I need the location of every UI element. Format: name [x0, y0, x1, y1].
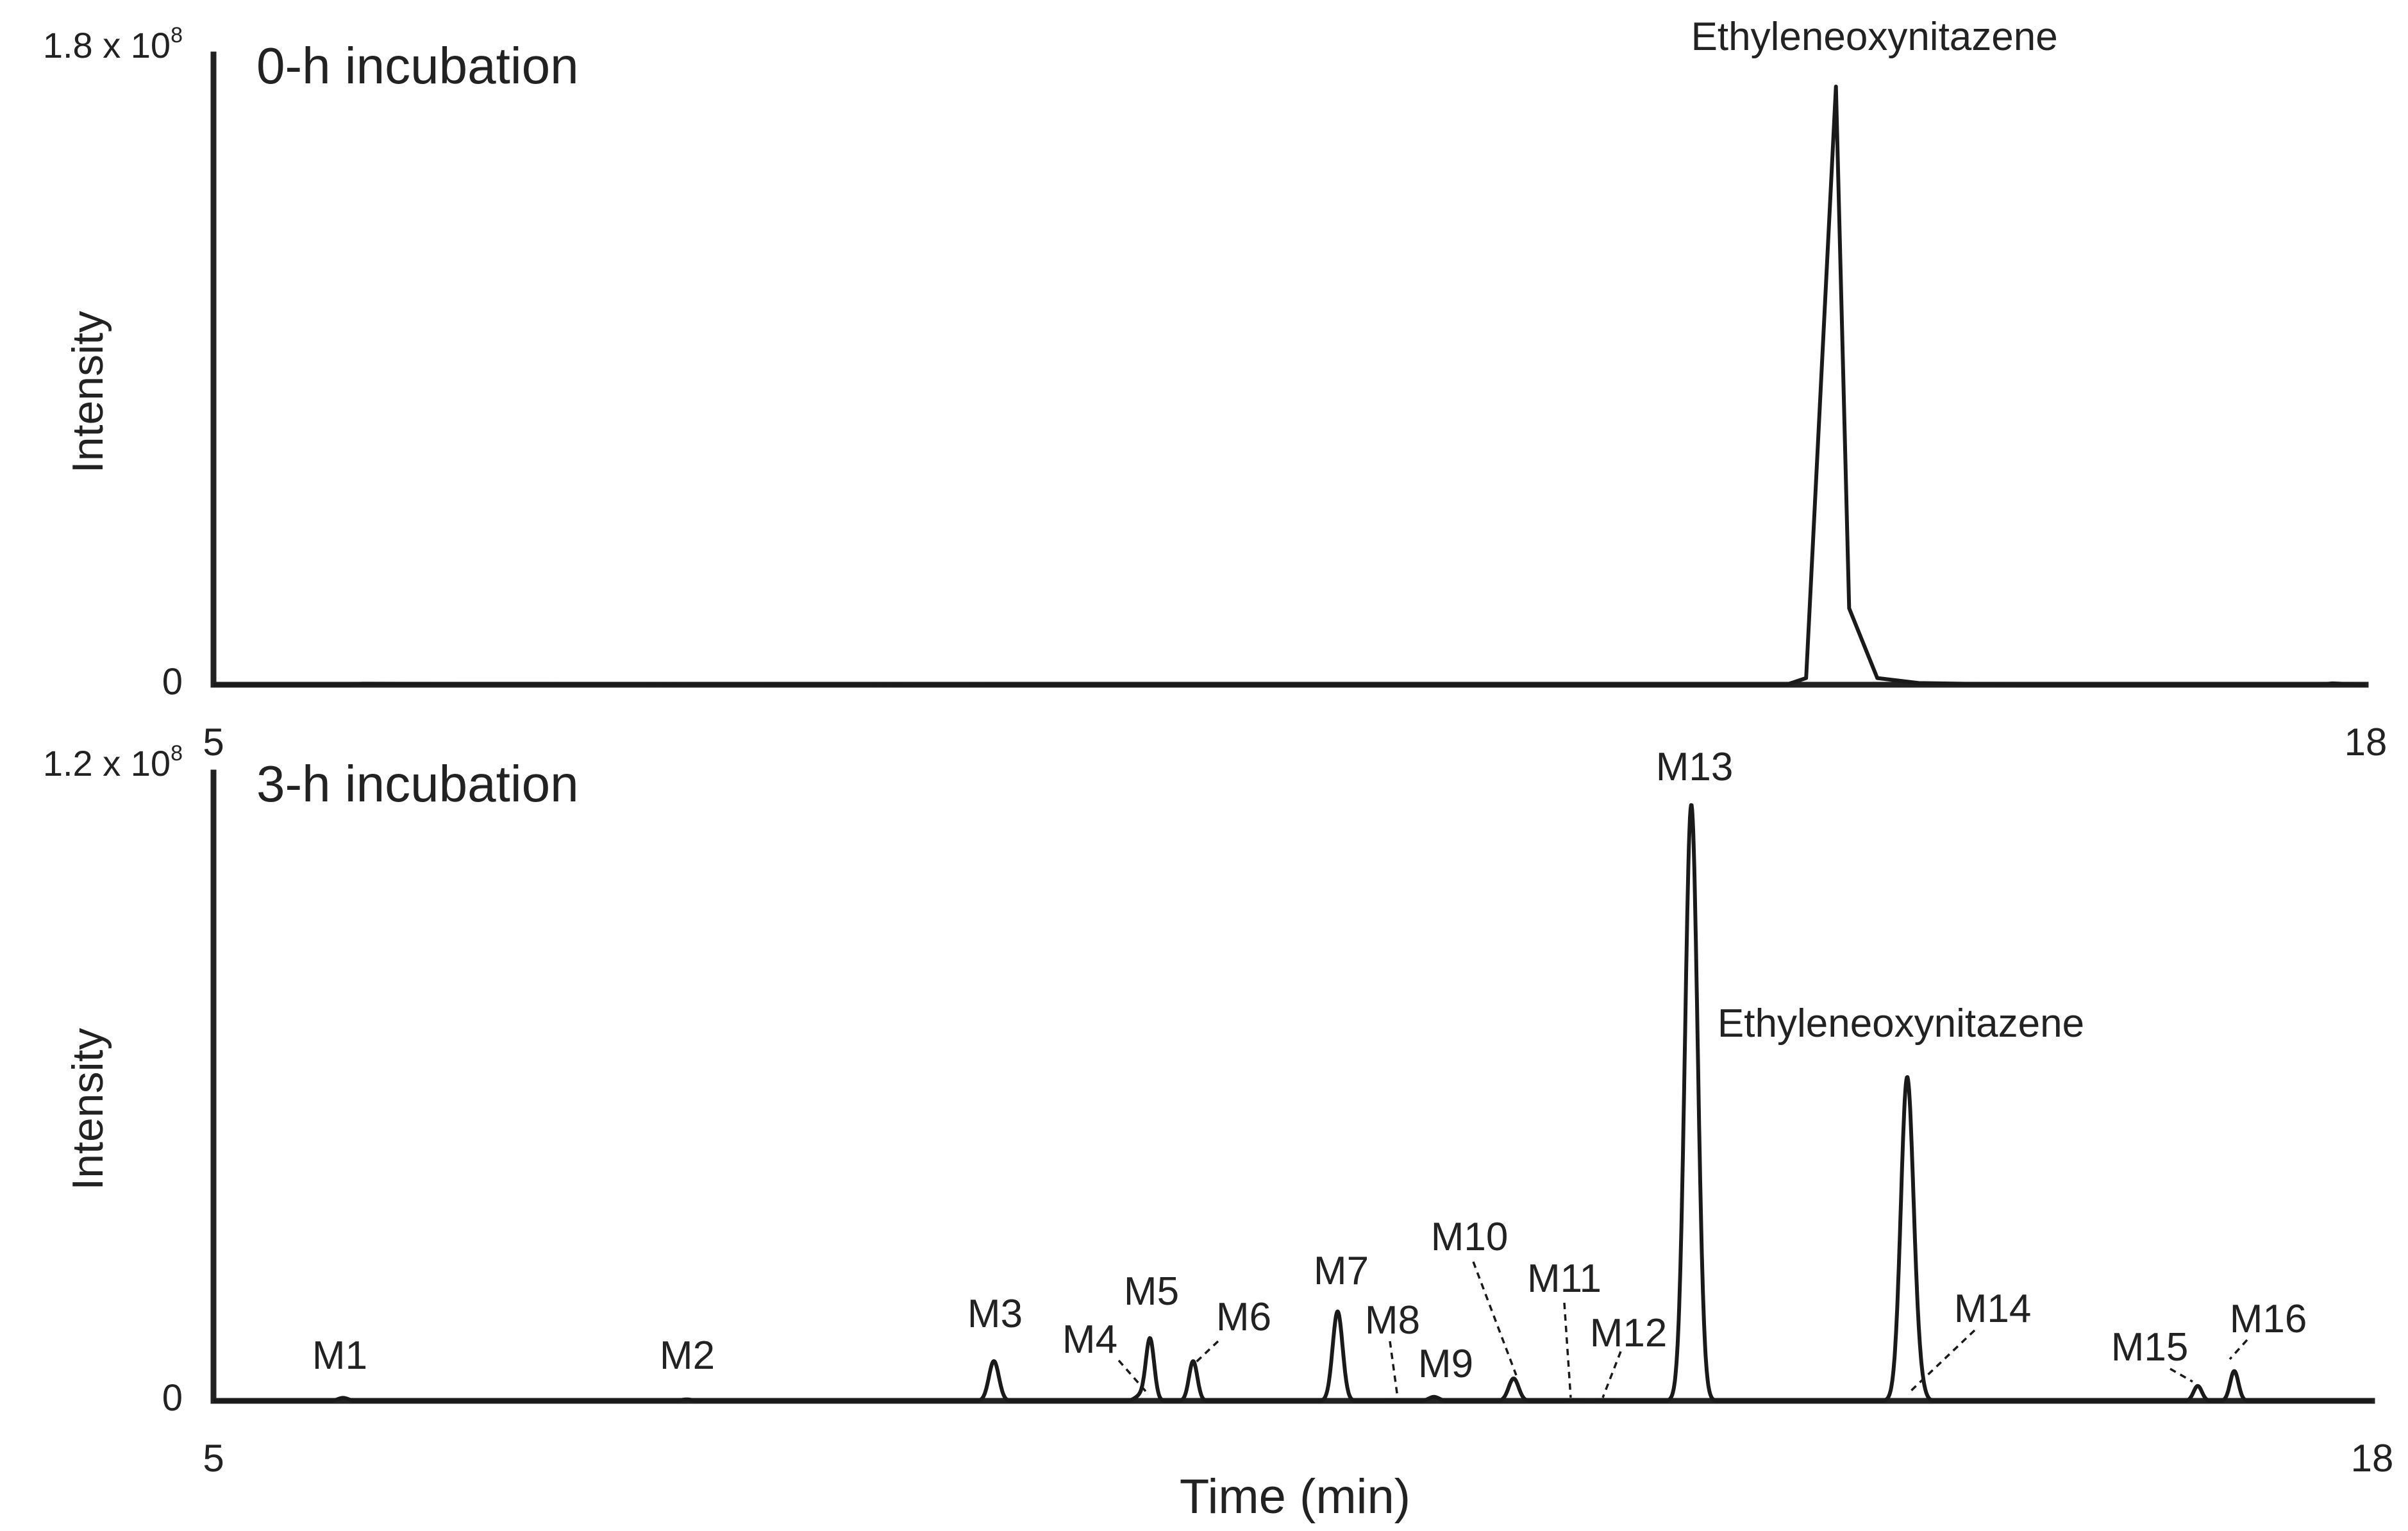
peak-label-m14: M14: [1954, 1287, 2032, 1331]
x-tick-label-0-max: 18: [2345, 721, 2387, 764]
peak-label-m16: M16: [2230, 1297, 2307, 1341]
y-axis-label-0: Intensity: [63, 311, 112, 473]
leader-line-m14: [1909, 1329, 1976, 1393]
y-max-label-1: 1.2 x 108: [43, 741, 183, 783]
peak-M14: [1918, 1385, 1920, 1387]
y-max-exp-0: 8: [171, 23, 183, 47]
peak-label-m10: M10: [1431, 1215, 1509, 1259]
leader-line-m16: [2228, 1339, 2248, 1360]
y-axis-label-1: Intensity: [63, 1028, 112, 1190]
x-tick-label-1-max: 18: [2351, 1437, 2394, 1480]
peak-label-m1: M1: [312, 1334, 367, 1378]
leader-line-m4: [1117, 1359, 1147, 1393]
leader-line-m11: [1563, 1302, 1572, 1398]
peak-label-m3: M3: [967, 1292, 1023, 1336]
peak-label-m4: M4: [1062, 1318, 1117, 1362]
x-axis-label-1: Time (min): [1180, 1469, 1410, 1524]
peak-label-m12: M12: [1590, 1311, 1668, 1355]
panel-1: 1.2 x 108 05 18 3-h incubation Intensity Time…: [43, 741, 2394, 1524]
peak-label-m13: M13: [1656, 745, 1734, 789]
leader-line-m10: [1472, 1261, 1518, 1376]
axes-1: [210, 769, 2375, 1404]
y-zero-label-0: 0: [162, 661, 183, 703]
leader-line-m12: [1601, 1351, 1622, 1398]
panel-title-1: 3-h incubation: [256, 755, 579, 812]
y-max-label-0: 1.8 x 108: [43, 23, 183, 65]
peak-label-ethyleneoxynitazene: Ethyleneoxynitazene: [1718, 1001, 2084, 1046]
panel-title-0: 0-h incubation: [256, 37, 579, 94]
y-max-base-1: 1.2 x 10: [43, 743, 171, 783]
trace-line-0-0: [213, 85, 2366, 687]
leader-line-m8: [1389, 1341, 1399, 1398]
trace-line-1: [212, 803, 2374, 1403]
peak-label-m9: M9: [1418, 1342, 1473, 1386]
peak-label-m5: M5: [1124, 1269, 1179, 1314]
peak-label-m15: M15: [2111, 1325, 2189, 1369]
y-max-base-0: 1.8 x 10: [43, 25, 171, 65]
peak-label-m6: M6: [1216, 1295, 1271, 1339]
annotation-ethyleneoxynitazene-0h: Ethyleneoxynitazene: [1691, 15, 2058, 59]
peak-label-m7: M7: [1314, 1249, 1369, 1293]
x-tick-label-1-min: 5: [203, 1437, 224, 1480]
peak-label-m2: M2: [660, 1334, 715, 1378]
y-max-exp-1: 8: [171, 741, 183, 766]
y-zero-label-1: 0: [162, 1377, 183, 1419]
peak-label-m8: M8: [1365, 1298, 1420, 1343]
leader-line-m6: [1192, 1340, 1219, 1366]
x-tick-label-0-min: 5: [203, 721, 224, 764]
peak-label-m11: M11: [1527, 1257, 1601, 1301]
leader-line-m15: [2170, 1368, 2193, 1383]
axes-0: [210, 51, 2369, 688]
